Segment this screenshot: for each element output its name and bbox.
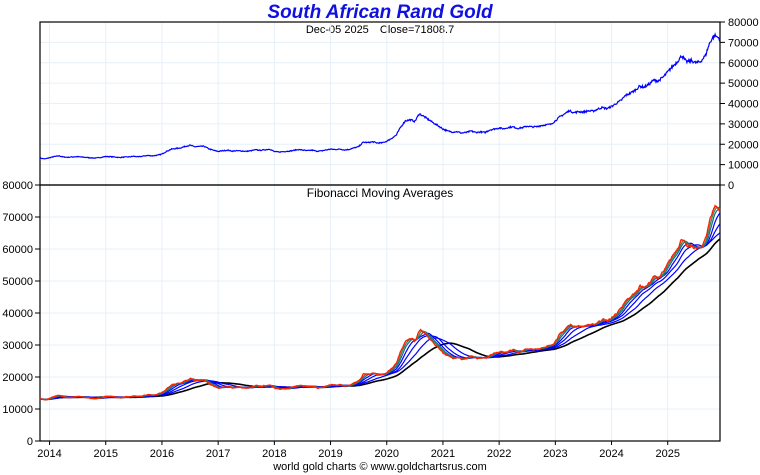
ma-line-8 <box>39 206 721 401</box>
ma-panel-title: Fibonacci Moving Averages <box>306 186 454 200</box>
x-tick-label: 2017 <box>206 448 230 460</box>
y-tick-label-bottom: 80000 <box>2 180 33 192</box>
x-tick-label: 2018 <box>262 448 286 460</box>
chart-title: South African Rand Gold <box>267 2 493 23</box>
y-tick-label-top: 20000 <box>728 139 759 151</box>
x-tick-label: 2024 <box>599 448 623 460</box>
x-tick-label: 2021 <box>431 448 455 460</box>
y-tick-label-top: 40000 <box>728 99 759 111</box>
footer-credit: world gold charts © www.goldchartsrus.co… <box>273 461 487 473</box>
x-tick-label: 2014 <box>37 448 61 460</box>
y-tick-label-top: 50000 <box>728 78 759 90</box>
chart-subtitle: Dec-05 2025 Close=71808.7 <box>0 24 760 36</box>
close-value: Close=71808.7 <box>379 24 455 36</box>
y-tick-label-bottom: 60000 <box>2 244 33 256</box>
y-tick-label-top: 10000 <box>728 160 759 172</box>
y-tick-label-top: 70000 <box>728 37 759 49</box>
x-tick-label: 2016 <box>150 448 174 460</box>
y-tick-label-bottom: 10000 <box>2 404 33 416</box>
close-date: Dec-05 2025 <box>305 24 369 36</box>
x-tick-label: 2019 <box>318 448 342 460</box>
y-tick-label-top: 30000 <box>728 119 759 131</box>
y-tick-label-bottom: 0 <box>27 436 33 448</box>
y-tick-label-top: 0 <box>728 180 734 192</box>
y-tick-label-bottom: 70000 <box>2 212 33 224</box>
y-tick-label-top: 60000 <box>728 58 759 70</box>
y-tick-label-top: 80000 <box>728 17 759 29</box>
y-tick-label-bottom: 40000 <box>2 308 33 320</box>
ma-line-21 <box>39 212 721 400</box>
ma-line-13 <box>39 208 721 401</box>
x-tick-label: 2020 <box>375 448 399 460</box>
x-tick-label: 2025 <box>655 448 679 460</box>
x-tick-label: 2023 <box>543 448 567 460</box>
ma-line-3 <box>39 204 721 401</box>
price-line <box>39 32 721 160</box>
x-tick-label: 2022 <box>487 448 511 460</box>
y-tick-label-bottom: 20000 <box>2 372 33 384</box>
x-tick-label: 2015 <box>94 448 118 460</box>
y-tick-label-bottom: 30000 <box>2 340 33 352</box>
y-tick-label-bottom: 50000 <box>2 276 33 288</box>
